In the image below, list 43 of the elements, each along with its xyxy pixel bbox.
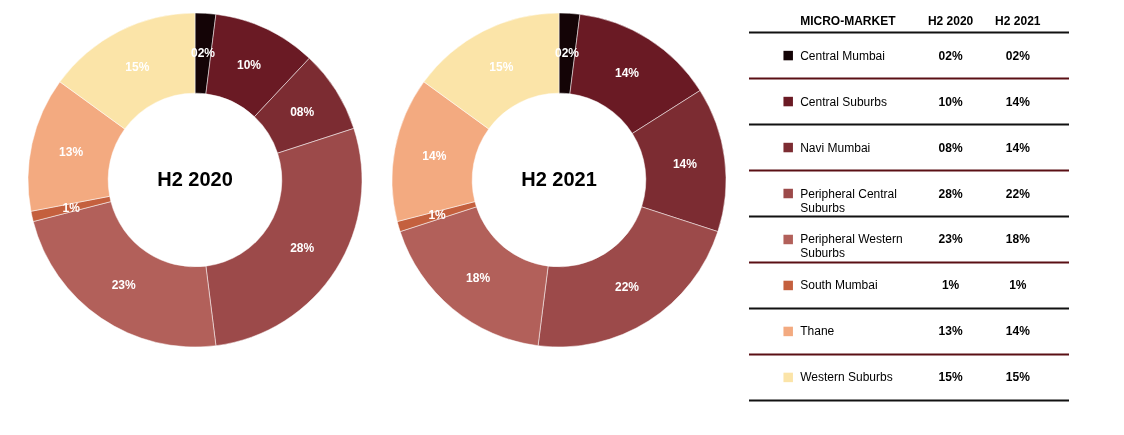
data-label: 08% [290, 104, 315, 119]
text: 02% [938, 48, 963, 63]
text: 28% [938, 186, 963, 201]
legend-label: Central Mumbai [800, 48, 885, 63]
text: 14% [1005, 324, 1030, 339]
text: 23% [938, 232, 963, 247]
legend-label: Peripheral Western Suburbs [800, 232, 903, 261]
data-label: 1% [428, 208, 447, 223]
data-label: 15% [125, 59, 150, 74]
text: H2 2021 [995, 14, 1041, 29]
text: H2 2020 [927, 14, 974, 29]
slice-label: H2 2020 [157, 168, 233, 190]
data-label: 10% [237, 58, 262, 73]
data-label: 14% [614, 65, 640, 80]
text: 18% [1005, 232, 1030, 247]
legend-label: Thane [800, 324, 835, 339]
text: 14% [1005, 94, 1030, 109]
data-label: 14% [672, 157, 698, 172]
text: 10% [938, 94, 963, 109]
data-label: 22% [614, 280, 640, 295]
data-label: 14% [422, 149, 447, 164]
data-label: 1% [62, 200, 81, 215]
legend-label: Navi Mumbai [800, 140, 871, 155]
text: 14% [1005, 140, 1030, 155]
text: 1% [941, 278, 960, 293]
text: 02% [1005, 48, 1030, 63]
text: 15% [1005, 370, 1030, 385]
legend-label: South Mumbai [800, 278, 878, 293]
text: 15% [938, 370, 963, 385]
slice-label: H2 2021 [521, 168, 597, 190]
data-label: 23% [111, 277, 136, 292]
legend-label: Western Suburbs [800, 370, 893, 385]
data-label: 18% [466, 270, 491, 285]
data-label: 13% [59, 145, 84, 160]
legend-title: MICRO-MARKET [800, 14, 897, 29]
data-label: 28% [290, 241, 315, 256]
text: 08% [938, 140, 963, 155]
text: 22% [1005, 186, 1030, 201]
data-label: 15% [489, 59, 514, 74]
legend-label: Central Suburbs [800, 94, 887, 109]
text: 1% [1009, 278, 1027, 293]
legend-label: Peripheral Central Suburbs [800, 186, 897, 215]
text: 13% [938, 324, 963, 339]
